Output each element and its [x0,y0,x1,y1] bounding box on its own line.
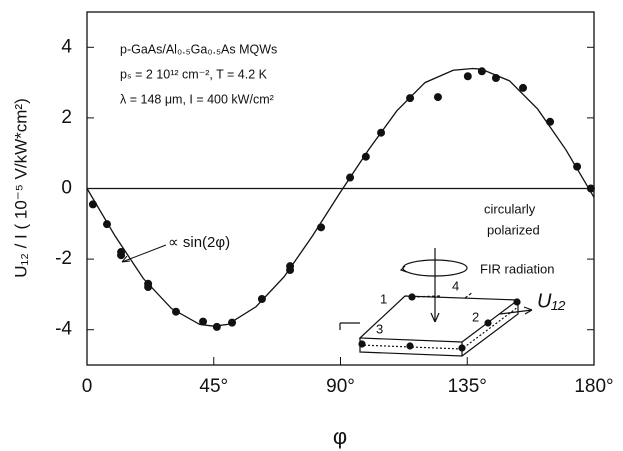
x-tick-label: 135° [448,376,487,397]
data-point [519,83,528,92]
x-tick-label: 0 [82,376,93,397]
contact [408,293,416,301]
contact-wire [411,291,474,299]
y-axis-label: U₁₂ / I ( 10⁻⁵ V/kW*cm²) [11,98,30,277]
contact-label: 3 [376,321,383,336]
data-point [433,93,442,102]
y-tick-label: -2 [55,248,72,269]
annotation: p-GaAs/Al₀.₅Ga₀.₅As MQWs [120,42,277,56]
data-point [257,294,266,303]
inset-text: circularly [484,201,536,216]
data-point [586,184,595,193]
contact-label: 2 [472,309,479,324]
x-tick-label: 180° [574,376,613,397]
inset-text: polarized [487,222,540,237]
fit-arrow [121,244,167,263]
annotation: λ = 148 μm, I = 400 kW/cm² [120,92,274,106]
polarization-arrow [399,265,408,273]
contact-label: 4 [452,278,459,293]
contact [484,319,492,327]
y-tick-label: 0 [61,178,72,199]
voltage-arrow [499,306,533,315]
contact [458,344,466,352]
contact [513,298,521,306]
x-axis-label: φ [333,424,347,449]
y-tick-label: 4 [61,36,72,57]
data-point [286,262,295,271]
fit-curve [86,67,595,327]
y-tick-label: -4 [55,319,72,340]
x-tick-label: 45° [199,376,228,397]
annotation: pₛ = 2 10¹² cm⁻², T = 4.2 K [120,67,268,81]
fit-label: ∝ sin(2φ) [168,234,230,251]
voltage-label: U₁₂ [537,290,566,312]
x-tick-label: 90° [326,376,355,397]
data-point [199,317,208,326]
inset [339,248,533,357]
data-point [361,152,370,161]
data-point [212,322,221,331]
inset-text: FIR radiation [480,261,554,276]
arrow-head [430,312,440,323]
ground [339,322,360,330]
contact-label: 1 [380,291,387,306]
well-layer [359,306,519,350]
y-tick-label: 2 [61,107,72,128]
data-point [463,72,472,81]
contact [406,342,414,350]
data-point [117,251,126,260]
contact [358,340,366,348]
